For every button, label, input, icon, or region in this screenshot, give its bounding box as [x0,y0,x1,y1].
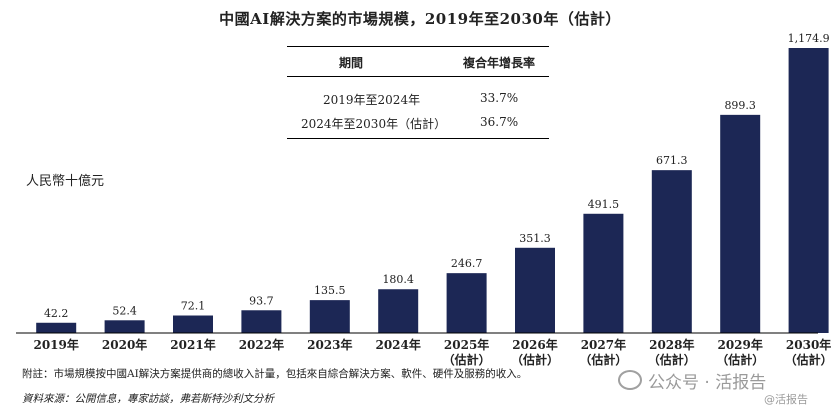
bar [378,289,419,333]
x-tick-label: 2020年 [102,337,147,352]
wechat-icon [618,370,642,390]
data-label: 491.5 [588,198,620,211]
x-tick-label: （估計） [443,352,491,367]
footnote: 附註：市場規模按中國AI解決方案提供商的總收入計量，包括來自綜合解決方案、軟件、… [22,368,528,380]
watermark-channel-text: 公众号 · 活报告 [648,373,767,393]
bar [173,315,213,333]
bar [651,170,692,333]
bar [446,273,487,333]
chart-title: 中國AI解決方案的市場規模，2019年至2030年（估計） [219,10,621,28]
bar [241,310,282,333]
x-tick-label: （估計） [579,352,627,367]
watermark-channel: 公众号 · 活报告 [618,368,766,393]
x-tick-label: 2025年 [444,337,489,352]
bar [104,320,145,333]
y-axis-label: 人民幣十億元 [26,174,105,189]
x-tick-label: （估計） [785,352,833,367]
data-label: 246.7 [451,257,483,270]
x-tick-label: 2028年 [649,337,694,352]
x-tick-label: （估計） [716,352,764,367]
source-note: 資料來源：公開信息，專家訪談，弗若斯特沙利文分析 [22,393,274,405]
bar [309,300,350,333]
bar [36,322,77,333]
data-label: 42.2 [44,307,69,320]
data-label: 52.4 [112,304,137,317]
x-tick-label: 2019年 [33,337,78,352]
x-tick-label: 2029年 [717,337,762,352]
data-label: 671.3 [656,154,688,167]
data-label: 351.3 [519,232,551,245]
x-tick-label: 2021年 [170,337,215,352]
bar [515,247,555,333]
x-tick-label: （估計） [511,352,559,367]
cagr-header-rate: 複合年增長率 [463,56,536,70]
bar [720,114,761,333]
x-tick-label: （估計） [648,352,696,367]
x-tick-label: 2030年 [786,337,831,352]
x-tick-label: 2023年 [307,337,352,352]
cagr-header-period: 期間 [339,56,364,70]
cagr-table-header-rule [287,76,549,77]
cagr-row-rate: 33.7% [480,91,519,105]
cagr-row-rate: 36.7% [480,115,519,129]
cagr-table-bottom-rule [287,138,549,139]
cagr-table-top-rule [287,46,549,47]
data-label: 899.3 [724,99,756,112]
data-label: 180.4 [382,273,414,286]
bar [788,48,829,333]
data-label: 72.1 [181,300,206,313]
cagr-row-period: 2024年至2030年（估計） [301,117,447,131]
x-tick-label: 2026年 [512,337,557,352]
cagr-row-period: 2019年至2024年 [323,93,421,107]
data-label: 135.5 [314,284,346,297]
x-tick-label: 2024年 [375,337,420,352]
bar [583,213,624,333]
x-tick-label: 2027年 [581,337,626,352]
watermark-corner: @活报告 [764,393,808,406]
data-label: 1,174.9 [788,32,830,45]
x-tick-label: 2022年 [239,337,284,352]
data-label: 93.7 [249,294,274,307]
